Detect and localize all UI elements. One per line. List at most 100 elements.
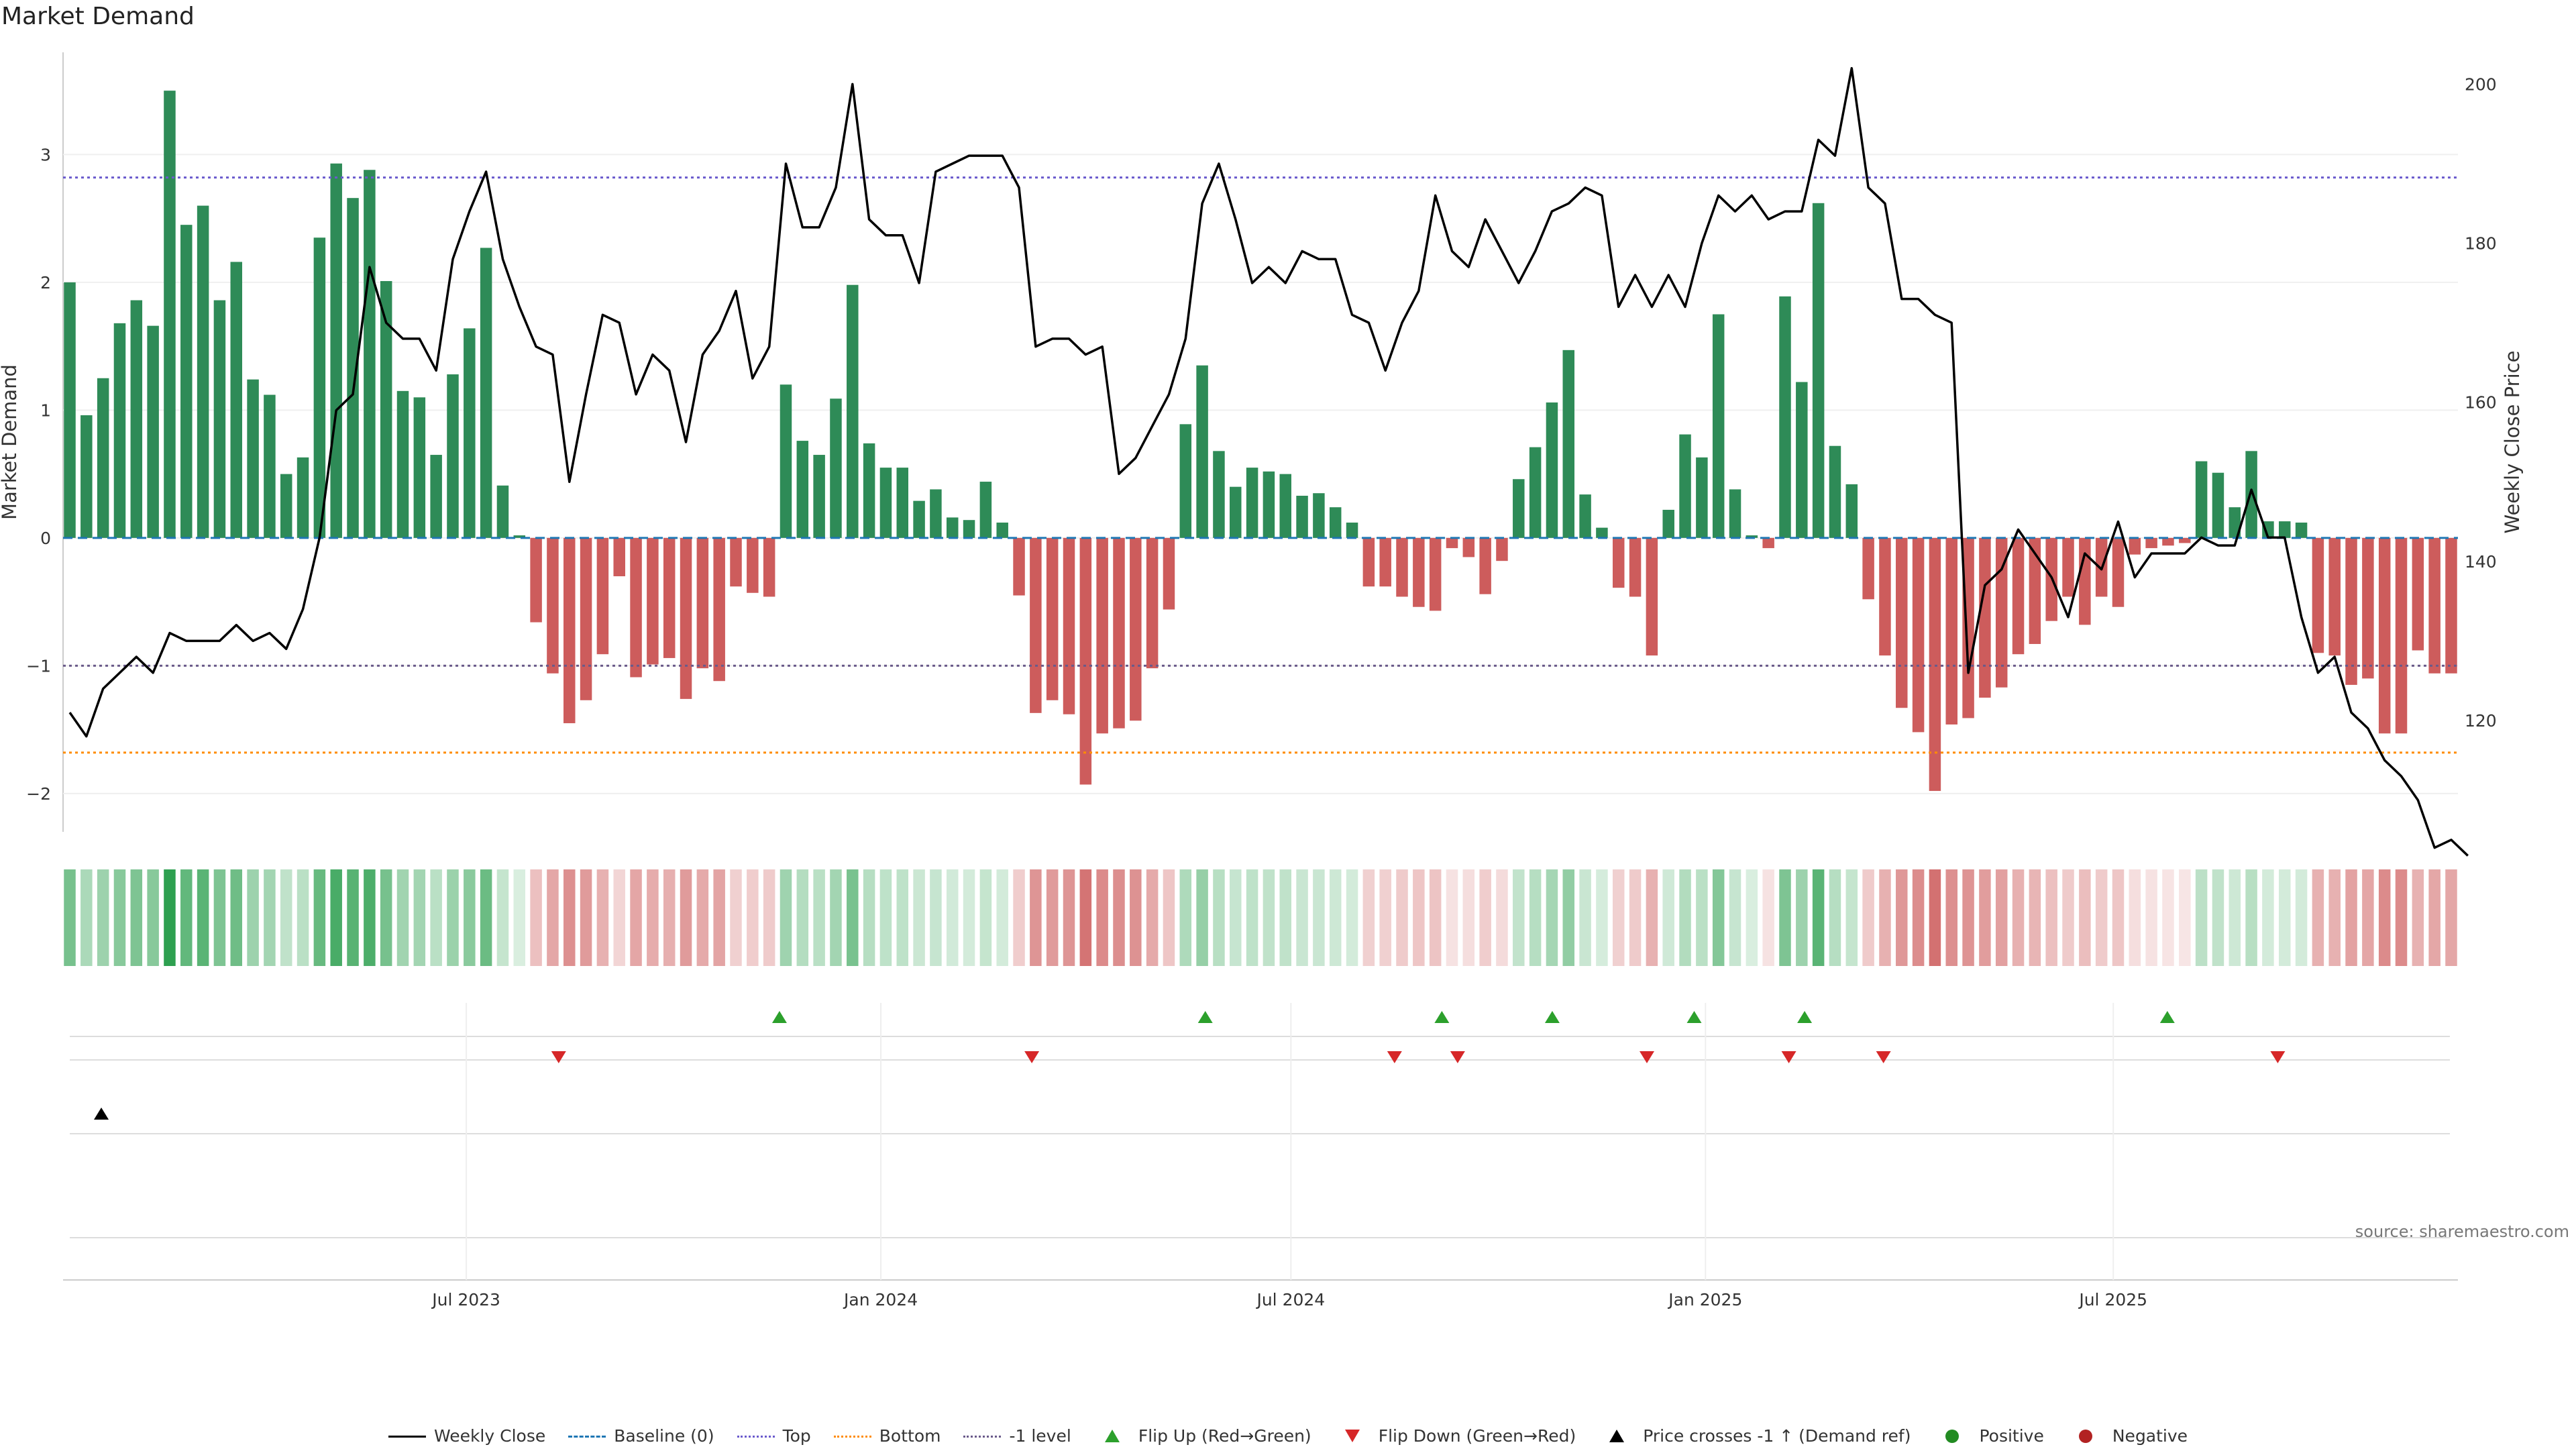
heat-strip-cell (996, 869, 1008, 966)
weekly-close-line (68, 66, 2469, 857)
demand-bar (1163, 537, 1175, 610)
heat-strip-cell (164, 869, 176, 966)
flip-up-marker (1544, 1011, 1560, 1023)
demand-bar (564, 537, 576, 724)
heat-strip-cell (1396, 869, 1408, 966)
demand-bar (1046, 537, 1059, 700)
heat-strip-cell (1146, 869, 1159, 966)
demand-bar (97, 378, 109, 538)
demand-bar (1079, 537, 1092, 785)
demand-bar (730, 537, 742, 587)
demand-bar (1712, 314, 1725, 538)
demand-bar (1829, 445, 1841, 538)
demand-bar (2029, 537, 2041, 644)
demand-bar (380, 280, 392, 538)
x-tick-label: Jul 2025 (2078, 1290, 2147, 1309)
heat-strip-cell (1196, 869, 1208, 966)
demand-bar (1429, 537, 1442, 611)
demand-bar (696, 537, 709, 669)
heat-strip-cell (1446, 869, 1458, 966)
heat-strip-cell (313, 869, 326, 966)
heat-strip-cell (1096, 869, 1108, 966)
demand-bar (847, 284, 859, 538)
demand-bar (2112, 537, 2125, 607)
demand-bar (879, 468, 892, 538)
demand-bar (80, 415, 93, 538)
demand-bar (647, 537, 659, 665)
y-axis-label: Market Demand (0, 364, 21, 520)
heat-strip-cell (1313, 869, 1325, 966)
y2-tick-label: 120 (2465, 711, 2497, 731)
demand-bar (1562, 350, 1575, 538)
heat-strip-cell (297, 869, 309, 966)
heat-strip-cell (1729, 869, 1741, 966)
demand-bar (480, 248, 492, 538)
heat-strip-cell (2162, 869, 2174, 966)
legend-item: Weekly Close (388, 1426, 545, 1446)
heat-strip-cell (1696, 869, 1708, 966)
heat-strip-cell (979, 869, 992, 966)
heat-strip-cell (1263, 869, 1275, 966)
heat-strip-cell (1912, 869, 1925, 966)
demand-bar (2445, 537, 2457, 674)
heat-strip-cell (2312, 869, 2324, 966)
heat-strip-cell (1829, 869, 1841, 966)
demand-bar (1612, 537, 1625, 588)
demand-bar (1945, 537, 1957, 724)
demand-bar (1446, 537, 1458, 549)
heat-strip-cell (946, 869, 959, 966)
heat-strip-cell (2112, 869, 2125, 966)
heat-strip-cell (347, 869, 359, 966)
heat-strip-cell (596, 869, 609, 966)
heat-strip-cell (1213, 869, 1225, 966)
demand-bar (1646, 537, 1658, 656)
demand-bar (2412, 537, 2424, 651)
heat-strip-cell (696, 869, 709, 966)
heat-strip-cell (1513, 869, 1525, 966)
heat-strip-cell (1562, 869, 1575, 966)
demand-bar (2345, 537, 2357, 685)
heat-strip-cell (713, 869, 725, 966)
demand-bar (863, 443, 875, 538)
demand-bar (1912, 537, 1925, 733)
legend-label: Bottom (879, 1426, 941, 1446)
legend-line-icon (963, 1430, 1002, 1443)
y-tick-label: 3 (40, 145, 51, 164)
demand-bar (946, 517, 959, 538)
demand-bar (2362, 537, 2374, 679)
demand-bar (2378, 537, 2391, 734)
heat-strip-cell (1130, 869, 1142, 966)
heat-strip-cell (1179, 869, 1192, 966)
heat-strip-cell (2295, 869, 2308, 966)
y2-tick-label: 160 (2465, 393, 2497, 413)
demand-bar (1296, 496, 1308, 538)
heat-strip-cell (264, 869, 276, 966)
demand-bar (630, 537, 642, 678)
heat-strip-cell (330, 869, 342, 966)
heat-strip-cell (613, 869, 625, 966)
demand-bar (2212, 472, 2224, 538)
demand-bar (280, 474, 292, 538)
demand-bar (913, 500, 925, 538)
demand-bar (2295, 523, 2308, 538)
demand-bar (213, 300, 226, 538)
heat-strip-cell (1546, 869, 1558, 966)
heat-strip-cell (464, 869, 476, 966)
x-tick-label: Jul 2023 (431, 1290, 500, 1309)
chart-legend: Weekly Close Baseline (0) Top Bottom -1 leve… (0, 1426, 2576, 1446)
demand-bar (663, 537, 676, 658)
heat-strip-cell (2012, 869, 2025, 966)
demand-bar (1346, 523, 1358, 538)
heat-strip-cell (364, 869, 376, 966)
heat-strip-cell (1962, 869, 1974, 966)
heat-strip-cell (2362, 869, 2374, 966)
heat-strip-cell (1296, 869, 1308, 966)
demand-bar (2278, 521, 2291, 538)
demand-bar (1396, 537, 1408, 597)
demand-bar (1962, 537, 1974, 718)
demand-bar (1096, 537, 1108, 734)
demand-bar (1063, 537, 1075, 714)
x-tick-label: Jan 2024 (843, 1290, 918, 1309)
demand-bar (1479, 537, 1491, 594)
heat-strip-cell (647, 869, 659, 966)
